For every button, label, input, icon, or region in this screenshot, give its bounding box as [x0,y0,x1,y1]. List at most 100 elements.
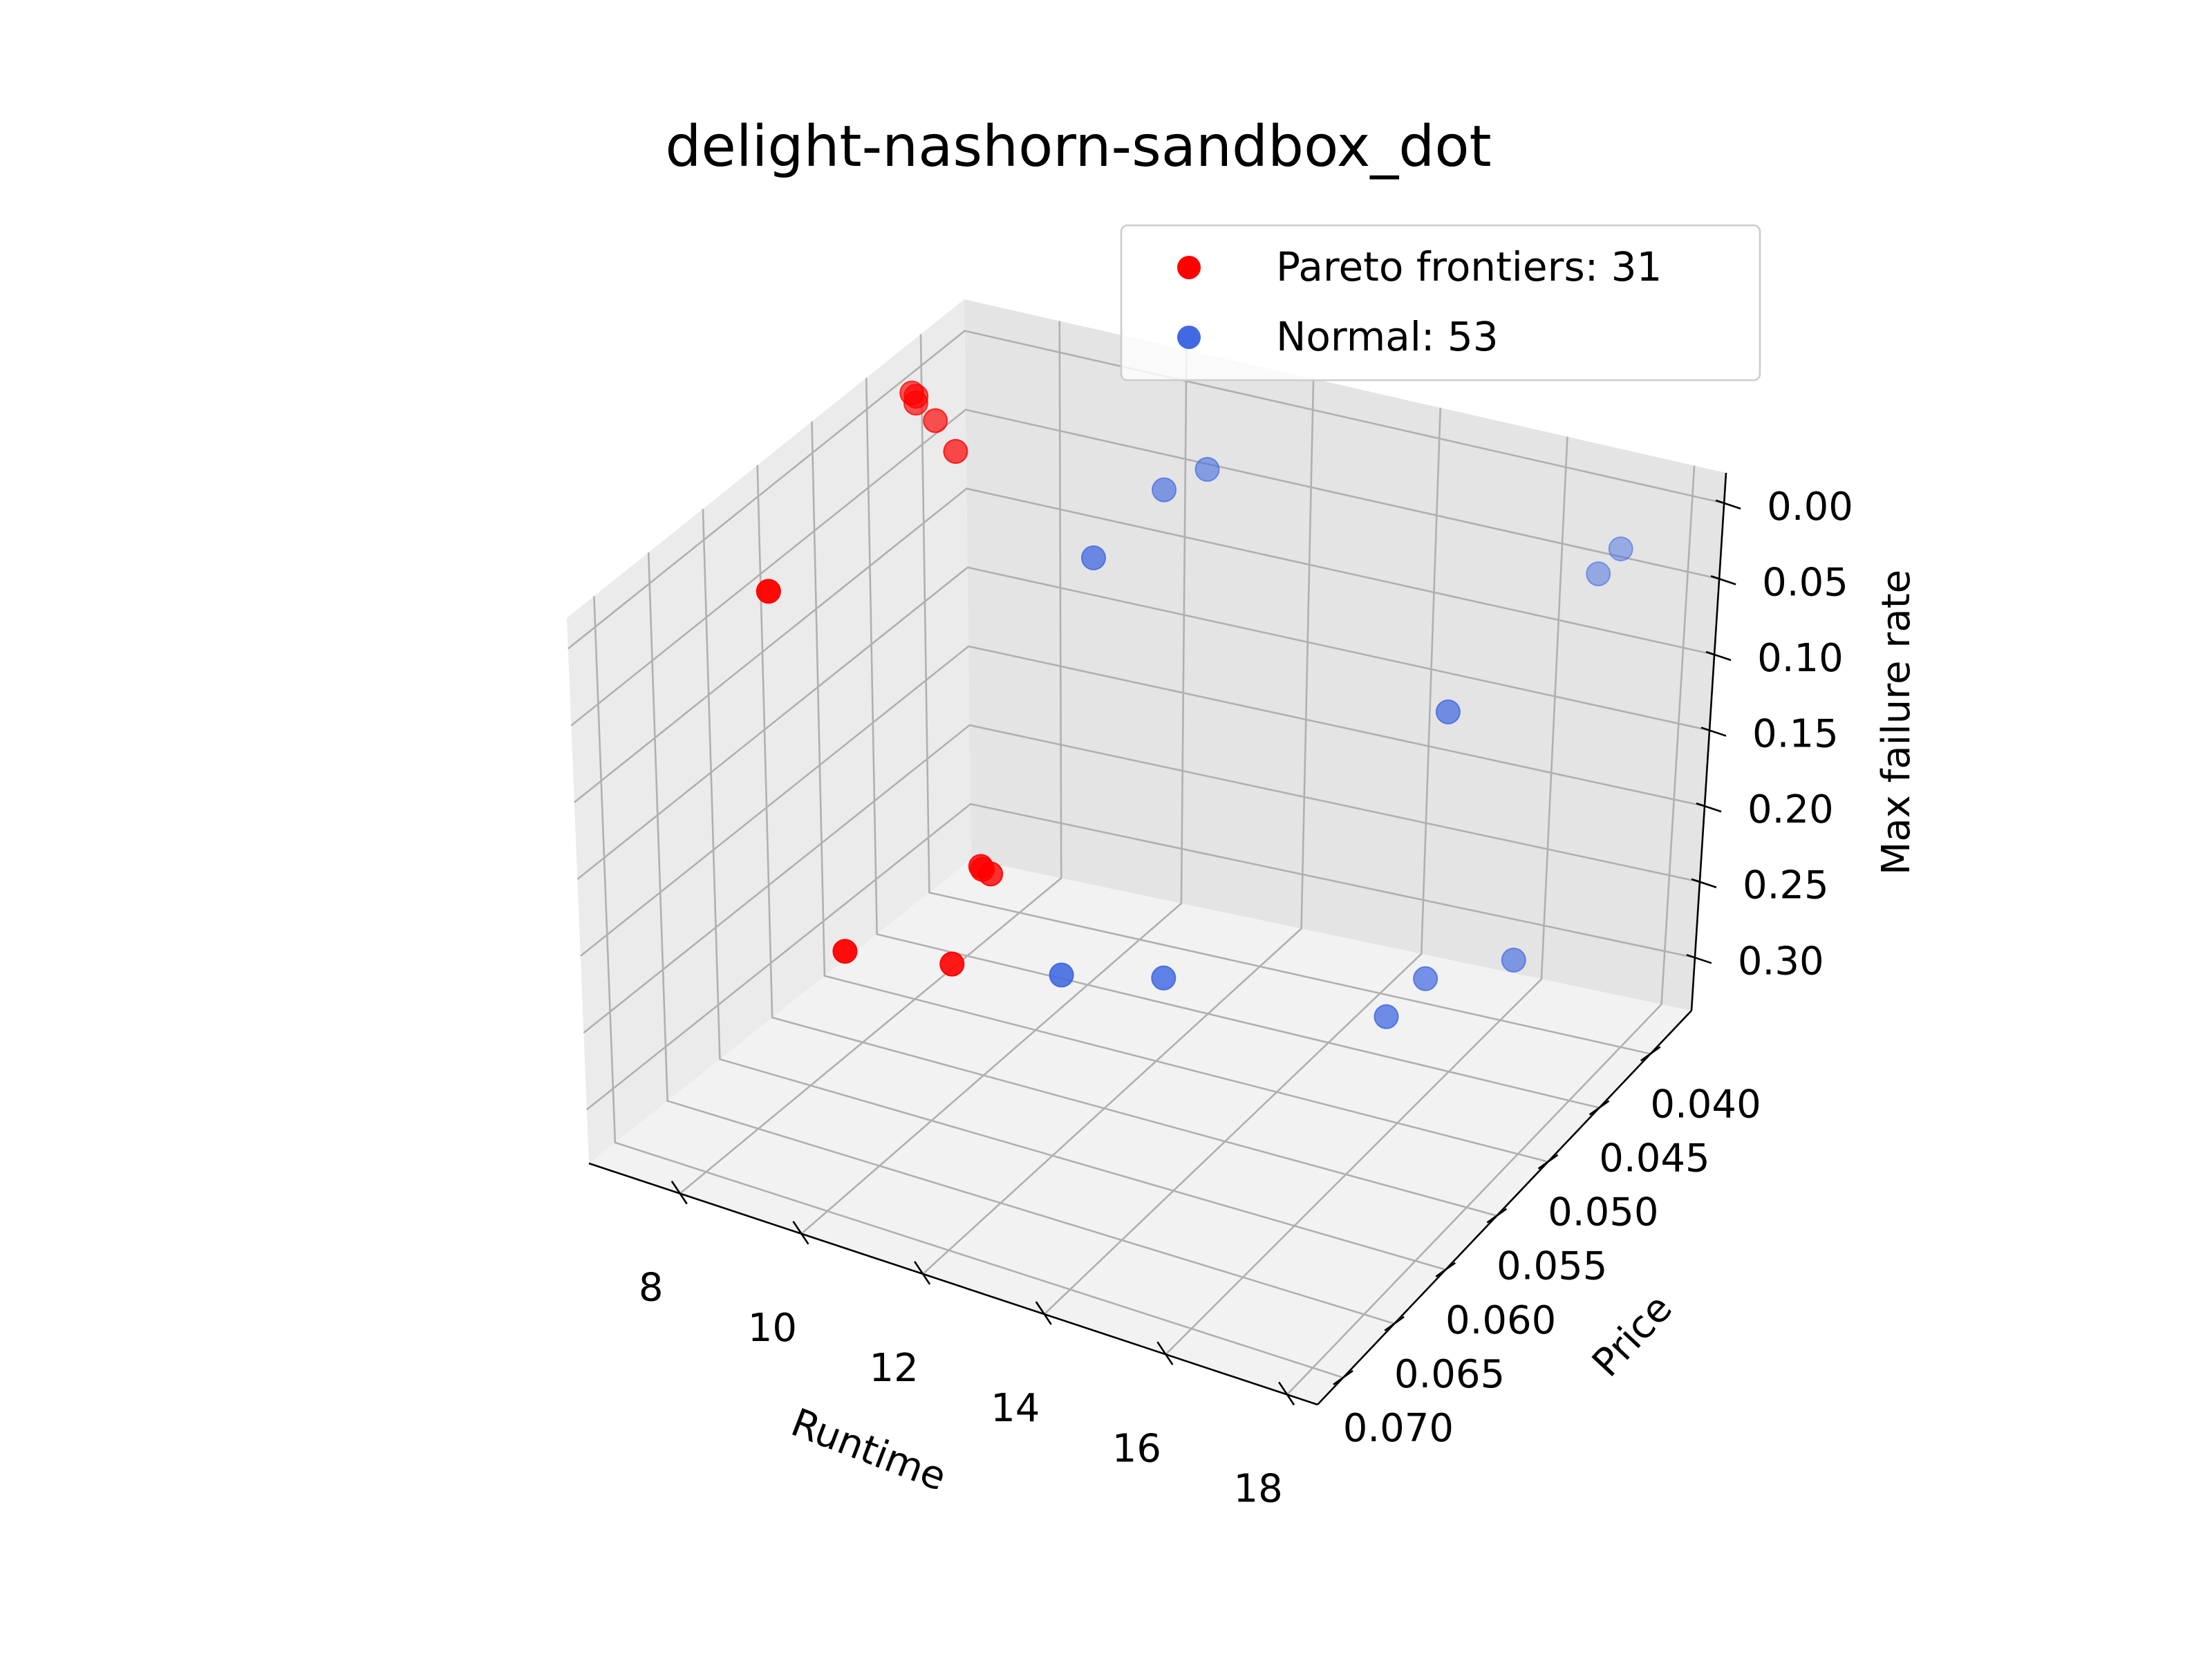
x-gridline [679,321,1062,1194]
y-gridline [919,334,1651,1055]
z-gridline [570,409,1720,727]
y-tick-label: 0.070 [1343,1406,1454,1451]
normal-point [1151,965,1177,991]
z-tick-label: 0.30 [1738,939,1824,984]
y-tick-mark [1333,1369,1353,1386]
normal-point [1081,545,1106,570]
y-tick-mark [1486,1208,1508,1224]
y-gridline [593,596,1344,1379]
floor-pane [589,859,1691,1405]
z-gridline [583,724,1700,1034]
y-tick-label: 0.045 [1599,1136,1709,1181]
y-tick-mark [1640,1046,1661,1062]
y-gridline [865,377,1600,1109]
legend-label-pareto: Pareto frontiers: 31 [1276,243,1662,290]
x-tick-label: 8 [639,1266,664,1311]
z-tick-mark [1700,727,1727,737]
normal-point [1049,962,1074,988]
legend-marker-pareto [1177,256,1201,279]
x-gridline [922,379,1315,1275]
axis-panes [567,299,1726,1405]
left-wall-pane [567,299,971,1163]
grid-lines [567,321,1725,1396]
normal-point [1608,536,1633,561]
z-tick-mark [1696,802,1722,813]
z-gridline [567,330,1725,650]
z-gridline [574,487,1715,803]
x-gridline [1043,407,1442,1315]
normal-point [1194,457,1220,482]
pareto-point [756,579,781,604]
z-tick-mark [1705,650,1732,662]
back-wall-pane [964,299,1726,1011]
z-axis-line [1690,472,1727,1011]
z-axis-label: Max failure rate [1874,570,1919,875]
z-tick-label: 0.10 [1757,636,1844,681]
x-tick-label: 16 [1112,1426,1161,1471]
legend-marker-normal [1177,326,1201,349]
normal-point [1374,1004,1399,1029]
normal-point [1413,966,1438,991]
y-tick-mark [1384,1315,1405,1331]
pareto-point [968,854,993,879]
data-points [756,380,1633,1029]
x-tick-label: 18 [1233,1466,1282,1511]
x-gridline [1286,465,1696,1396]
z-gridline [586,803,1696,1111]
chart-title: delight-nashorn-sandbox_dot [665,114,1491,180]
x-tick-mark [1156,1341,1174,1366]
y-tick-label: 0.040 [1650,1082,1761,1127]
y-tick-mark [1435,1262,1456,1277]
pareto-point [923,408,948,433]
z-tick-label: 0.25 [1743,863,1829,908]
pareto-point [943,439,968,464]
x-gridline [1165,436,1568,1356]
x-tick-label: 10 [748,1306,797,1351]
y-tick-mark [1588,1100,1610,1116]
y-axis-label: Price [1584,1286,1681,1385]
z-tick-label: 0.00 [1767,485,1853,529]
y-tick-mark [1537,1154,1559,1170]
x-gridline [800,350,1188,1235]
x-axis-label: Runtime [785,1400,953,1500]
normal-point [1435,699,1461,724]
z-gridline [580,645,1705,957]
x-tick-mark [792,1221,809,1245]
z-tick-mark [1715,499,1741,510]
y-gridline [811,421,1548,1163]
z-tick-label: 0.20 [1747,787,1834,832]
z-gridline [577,566,1710,880]
pareto-point [903,384,929,409]
z-tick-mark [1691,878,1717,888]
y-gridline [647,552,1395,1325]
x-tick-mark [1278,1381,1295,1406]
x-tick-mark [914,1261,931,1285]
x-tick-mark [671,1180,688,1205]
legend-box [1120,224,1761,382]
pareto-point [832,939,858,964]
y-tick-label: 0.050 [1548,1190,1658,1235]
tick-labels: 18 16 14 12 10 8 0.040 0.045 0.050 0.055 0.060 0.06… [639,485,1853,1512]
y-gridline [756,465,1497,1217]
y-gridline [702,509,1446,1271]
z-tick-mark [1686,954,1712,964]
normal-point [1152,477,1177,503]
x-tick-label: 12 [869,1346,918,1391]
x-tick-mark [1035,1301,1052,1325]
y-tick-label: 0.055 [1497,1244,1607,1289]
normal-point [1501,947,1526,973]
z-tick-mark [1710,575,1736,585]
y-tick-label: 0.060 [1445,1298,1556,1343]
legend: Pareto frontiers: 31 Normal: 53 [1120,224,1761,382]
z-tick-label: 0.05 [1762,560,1848,605]
z-tick-label: 0.15 [1752,712,1839,757]
legend-label-normal: Normal: 53 [1276,313,1499,360]
x-tick-label: 14 [991,1386,1040,1431]
axis-lines [588,472,1741,1406]
pareto-point [939,951,965,977]
normal-point [1586,561,1611,587]
y-axis-line [1317,1010,1692,1405]
x-axis-line [588,1162,1318,1406]
y-tick-label: 0.065 [1394,1352,1505,1397]
